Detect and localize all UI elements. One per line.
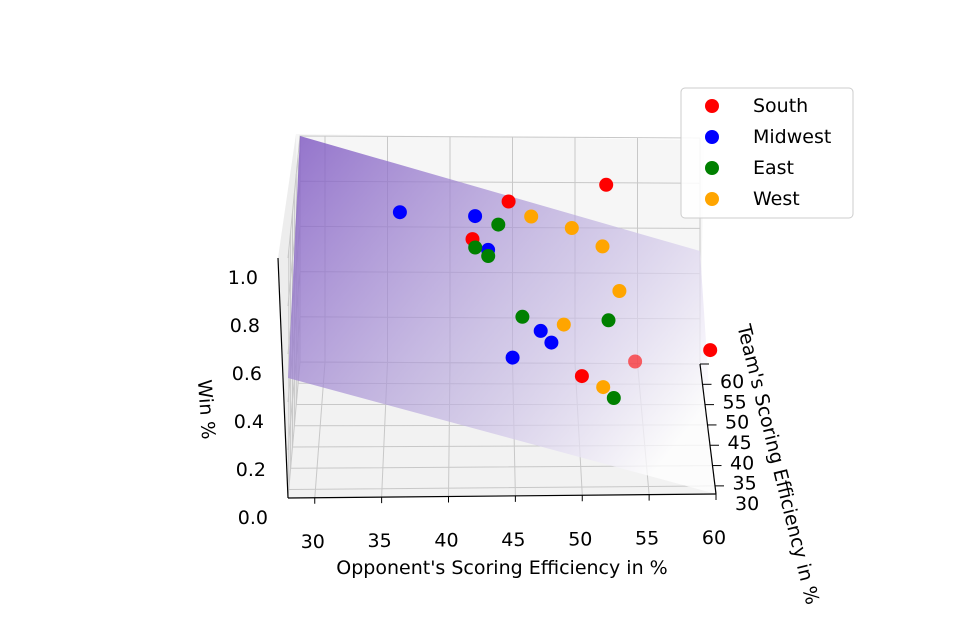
data-point-west <box>564 221 579 235</box>
legend-label-west: West <box>753 188 800 210</box>
legend-box <box>680 87 854 219</box>
data-point-west <box>595 239 610 254</box>
legend-marker-south <box>705 99 719 113</box>
legend-label-midwest: Midwest <box>753 126 831 148</box>
data-point-south <box>574 369 589 384</box>
y-tick-label: 60 <box>720 371 744 393</box>
data-point-east <box>606 391 621 405</box>
data-point-south <box>599 177 614 192</box>
data-point-south <box>703 343 718 358</box>
x-tick-label: 50 <box>568 528 592 550</box>
z-tick-label: 0.4 <box>234 411 264 433</box>
legend-marker-midwest <box>705 130 719 144</box>
z-tick-label: 0.8 <box>230 315 260 337</box>
data-point-west <box>556 317 571 332</box>
y-tick-label: 55 <box>723 391 747 413</box>
x-tick-label: 45 <box>501 529 525 551</box>
z-tick-label: 0.6 <box>232 363 262 385</box>
z-axis-line <box>277 257 289 499</box>
data-point-midwest <box>544 335 559 350</box>
data-points <box>392 177 718 405</box>
y-axis-line <box>699 363 717 495</box>
data-point-west <box>612 284 627 298</box>
x-tick-label: 60 <box>702 527 726 549</box>
x-tick-label: 55 <box>635 528 659 550</box>
data-point-midwest <box>505 350 520 365</box>
data-point-midwest <box>392 205 407 220</box>
y-tick-label: 30 <box>735 493 759 515</box>
z-tick-label: 1.0 <box>228 267 258 289</box>
x-tick-label: 30 <box>301 531 325 553</box>
data-point-south <box>628 354 643 369</box>
data-point-midwest <box>468 209 483 224</box>
z-axis-label: Win % <box>193 379 219 440</box>
data-point-west <box>596 380 611 395</box>
regression-plane-layer <box>288 136 716 494</box>
axes <box>277 257 724 504</box>
data-point-west <box>524 209 539 224</box>
x-axis-line <box>287 493 717 499</box>
x-tick-label: 35 <box>368 530 392 552</box>
legend-marker-west <box>705 192 719 206</box>
x-tick-label: 40 <box>434 530 458 552</box>
legend-marker-east <box>705 161 719 175</box>
legend-label-south: South <box>753 95 808 117</box>
data-point-east <box>481 249 496 263</box>
data-point-midwest <box>533 323 548 338</box>
z-tick-label: 0.0 <box>238 507 268 529</box>
y-tick-label: 40 <box>730 452 754 474</box>
data-point-east <box>601 313 616 328</box>
data-point-east <box>468 240 483 255</box>
y-tick-label: 35 <box>733 473 757 495</box>
data-point-south <box>501 194 516 209</box>
data-point-east <box>515 309 530 324</box>
z-tick-label: 0.2 <box>236 459 266 481</box>
tick-labels: 30 35 40 45 50 55 60303540455055600.00.20.40.6… <box>228 267 759 553</box>
legend-label-east: East <box>753 157 794 179</box>
y-tick-label: 45 <box>728 432 752 454</box>
legend: South Midwest East West <box>680 87 854 219</box>
data-point-east <box>491 217 506 232</box>
regression-plane <box>288 136 716 494</box>
y-tick-label: 50 <box>725 412 749 434</box>
x-axis-label: Opponent's Scoring Efficiency in % <box>336 557 667 579</box>
